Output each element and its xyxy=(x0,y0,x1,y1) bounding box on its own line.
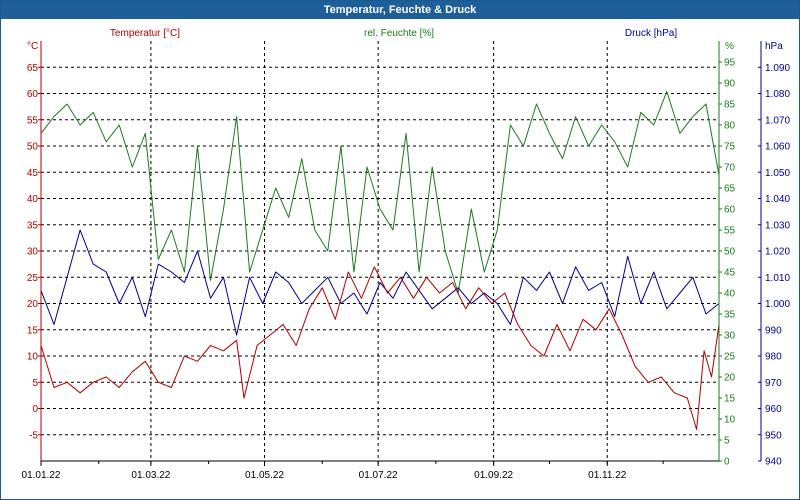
temperature-tick-label: 20 xyxy=(27,299,39,310)
temperature-tick-label: 0 xyxy=(32,404,38,415)
humidity-unit: % xyxy=(725,41,734,52)
humidity-tick-label: 75 xyxy=(724,142,736,153)
humidity-tick-label: 90 xyxy=(724,79,736,90)
temperature-unit: °C xyxy=(27,41,38,52)
humidity-tick-label: 5 xyxy=(724,436,730,447)
temperature-tick-label: 45 xyxy=(27,168,39,179)
pressure-tick-label: 1.000 xyxy=(765,299,790,310)
temperature-tick-label: 10 xyxy=(27,352,39,363)
pressure-tick-label: 1.040 xyxy=(765,194,790,205)
series-pressure-line xyxy=(40,229,720,336)
pressure-tick-label: 1.060 xyxy=(765,142,790,153)
x-tick-label: 01.07.22 xyxy=(359,470,398,481)
pressure-tick-label: 1.090 xyxy=(765,63,790,74)
x-tick-label: 01.01.22 xyxy=(22,470,61,481)
humidity-tick-label: 55 xyxy=(724,226,736,237)
chart-title: Temperatur, Feuchte & Druck xyxy=(1,1,799,19)
temperature-axis-label: Temperatur [°C] xyxy=(110,28,180,39)
humidity-tick-label: 60 xyxy=(724,205,736,216)
humidity-tick-label: 70 xyxy=(724,163,736,174)
pressure-tick-label: 980 xyxy=(765,352,782,363)
pressure-tick-label: 1.010 xyxy=(765,273,790,284)
pressure-tick-label: 1.020 xyxy=(765,247,790,258)
series-temperature-line xyxy=(40,266,720,430)
pressure-tick-label: 1.050 xyxy=(765,168,790,179)
temperature-tick-label: 50 xyxy=(27,142,39,153)
pressure-tick-label: 1.080 xyxy=(765,89,790,100)
temperature-tick-label: 60 xyxy=(27,89,39,100)
temperature-tick-label: 25 xyxy=(27,273,39,284)
pressure-tick-label: 970 xyxy=(765,378,782,389)
series-humidity-line xyxy=(40,90,720,294)
humidity-tick-label: 65 xyxy=(724,184,736,195)
humidity-tick-label: 30 xyxy=(724,331,736,342)
humidity-tick-label: 35 xyxy=(724,310,736,321)
humidity-tick-label: 15 xyxy=(724,394,736,405)
temperature-tick-label: 15 xyxy=(27,325,39,336)
temperature-tick-label: 40 xyxy=(27,194,39,205)
pressure-tick-label: 1.070 xyxy=(765,115,790,126)
pressure-tick-label: 990 xyxy=(765,325,782,336)
temperature-tick-label: 30 xyxy=(27,247,39,258)
x-tick-label: 01.11.22 xyxy=(588,470,627,481)
pressure-unit: hPa xyxy=(765,41,783,52)
pressure-tick-label: 960 xyxy=(765,404,782,415)
humidity-tick-label: 50 xyxy=(724,247,736,258)
pressure-tick-label: 1.030 xyxy=(765,220,790,231)
humidity-tick-label: 0 xyxy=(724,457,730,468)
humidity-axis-label: rel. Feuchte [%] xyxy=(364,28,434,39)
pressure-axis-label: Druck [hPa] xyxy=(625,28,677,39)
pressure-tick-label: 950 xyxy=(765,430,782,441)
x-tick-label: 01.03.22 xyxy=(131,470,170,481)
temperature-tick-label: 5 xyxy=(32,378,38,389)
temperature-tick-label: 55 xyxy=(27,115,39,126)
x-tick-label: 01.05.22 xyxy=(245,470,284,481)
humidity-tick-label: 20 xyxy=(724,373,736,384)
x-tick-label: 01.09.22 xyxy=(474,470,513,481)
humidity-tick-label: 10 xyxy=(724,415,736,426)
humidity-tick-label: 25 xyxy=(724,352,736,363)
temperature-tick-label: 65 xyxy=(27,63,39,74)
temperature-tick-label: 35 xyxy=(27,220,39,231)
humidity-tick-label: 80 xyxy=(724,121,736,132)
humidity-tick-label: 85 xyxy=(724,100,736,111)
humidity-tick-label: 45 xyxy=(724,268,736,279)
humidity-tick-label: 40 xyxy=(724,289,736,300)
humidity-tick-label: 95 xyxy=(724,58,736,69)
temperature-tick-label: -5 xyxy=(29,430,38,441)
pressure-tick-label: 940 xyxy=(765,457,782,468)
